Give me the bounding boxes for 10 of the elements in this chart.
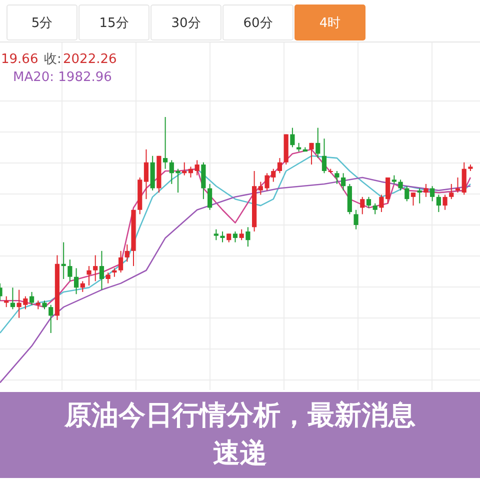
text: 60分 bbox=[243, 16, 273, 31]
text: 15分 bbox=[99, 16, 129, 31]
text: 4时 bbox=[319, 16, 341, 31]
text: 收: bbox=[44, 52, 62, 67]
text: 30分 bbox=[171, 16, 201, 31]
text: 19.66 bbox=[1, 52, 38, 67]
text: 5分 bbox=[31, 16, 53, 31]
legend: MA20: 1982.96 bbox=[13, 70, 112, 85]
picture-banner: 原油今日行情分析，最新消息速递 bbox=[0, 392, 480, 478]
text: 2022.26 bbox=[63, 52, 117, 67]
